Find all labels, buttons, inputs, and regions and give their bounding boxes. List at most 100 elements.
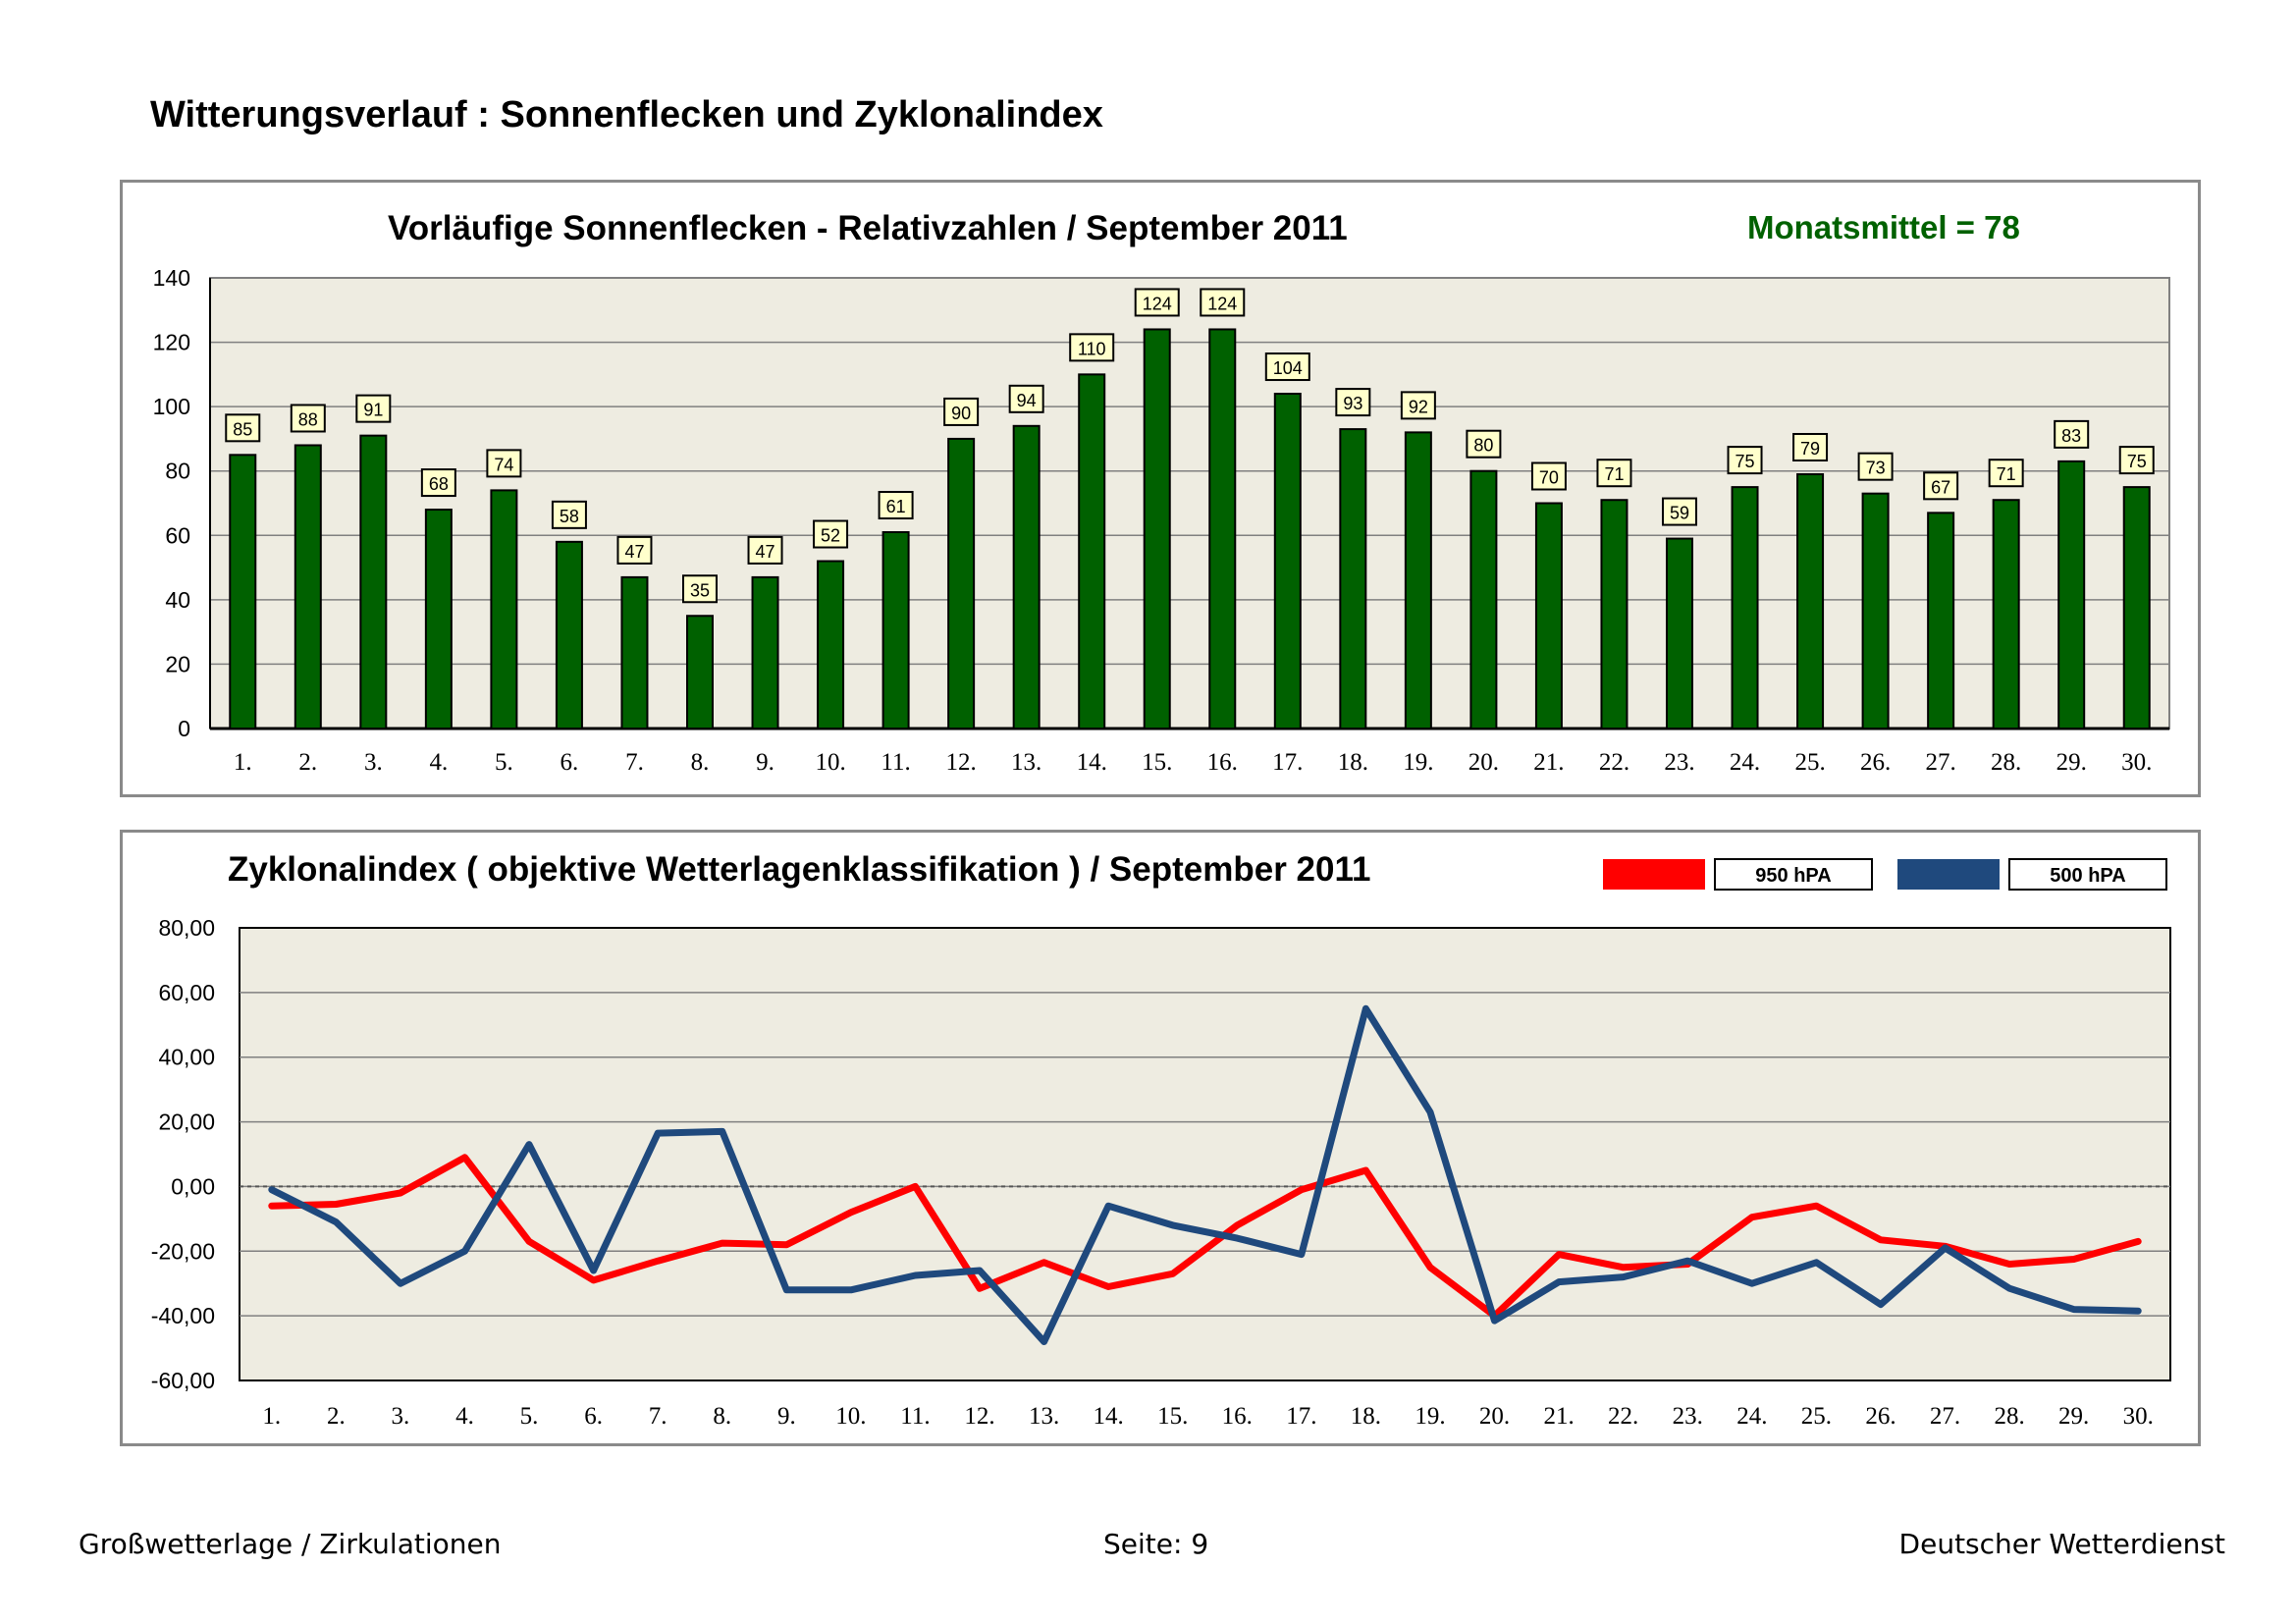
sunspot-x-tick-label: 18. [1338, 749, 1368, 776]
sunspot-bar [294, 444, 322, 730]
sunspot-value-label-box [1792, 432, 1829, 461]
sunspot-value-label-box [1008, 384, 1044, 413]
cyclonal-x-tick-label: 4. [455, 1403, 474, 1430]
legend-label-500: 500 hPA [2050, 865, 2125, 887]
cyclonal-x-tick-label: 30. [2123, 1403, 2154, 1430]
cyclonal-x-tick-label: 29. [2058, 1403, 2089, 1430]
sunspot-x-tick-label: 3. [364, 749, 383, 776]
sunspot-bar [1600, 499, 1629, 730]
sunspot-value-label: 71 [1604, 464, 1624, 484]
sunspot-value-label: 83 [2061, 426, 2081, 446]
sunspot-bar [1861, 492, 1890, 730]
sunspot-value-label: 73 [1866, 459, 1886, 478]
sunspot-value-label-box [420, 468, 456, 498]
sunspot-x-tick-label: 8. [691, 749, 710, 776]
sunspot-x-tick-label: 20. [1468, 749, 1499, 776]
sunspot-x-tick-label: 6. [561, 749, 579, 776]
sunspot-value-label-box [2118, 446, 2155, 475]
sunspot-bar [686, 615, 714, 730]
cyclonal-x-tick-label: 23. [1673, 1403, 1703, 1430]
series-500-line [268, 1004, 2142, 1345]
sunspot-value-label-box [1466, 429, 1502, 459]
cyclonal-x-tick-label: 19. [1415, 1403, 1445, 1430]
sunspot-value-label: 104 [1273, 358, 1303, 378]
cyclonal-index-chart: Zyklonalindex ( objektive Wetterlagenkla… [151, 850, 2171, 1430]
sunspot-value-label: 74 [494, 455, 513, 474]
sunspot-value-label-box [1988, 459, 2024, 488]
sunspot-value-label: 67 [1931, 477, 1950, 497]
cyclonal-x-tick-label: 24. [1736, 1403, 1767, 1430]
sunspot-bar [1404, 431, 1432, 730]
sunspot-value-label: 68 [429, 474, 449, 494]
sunspot-y-tick-label: 20 [165, 651, 190, 676]
sunspot-bar [1534, 502, 1563, 730]
sunspot-x-tick-label: 14. [1077, 749, 1107, 776]
sunspot-value-label-box [682, 574, 718, 604]
sunspot-bar [2057, 460, 2086, 730]
sunspot-value-label-box [747, 535, 783, 565]
sunspot-bar [2122, 486, 2151, 730]
sunspot-value-label-box [1857, 452, 1894, 481]
sunspot-x-tick-label: 2. [298, 749, 317, 776]
sunspot-value-label: 92 [1409, 397, 1428, 416]
sunspot-y-tick-label: 80 [165, 459, 190, 484]
sunspot-value-label: 47 [756, 542, 775, 562]
sunspot-bar [1012, 424, 1041, 730]
cyclonal-x-tick-label: 2. [327, 1403, 346, 1430]
sunspot-bar [1143, 328, 1171, 730]
legend-swatch-950 [1603, 859, 1705, 890]
sunspot-value-label-box [2054, 419, 2090, 449]
sunspot-x-tick-label: 21. [1533, 749, 1564, 776]
sunspot-x-tick-label: 28. [1991, 749, 2021, 776]
sunspot-plot-area [209, 277, 2170, 730]
sunspot-bar [1992, 499, 2020, 730]
cyclonal-x-tick-label: 10. [835, 1403, 866, 1430]
footer-page-number: Seite: 9 [1103, 1528, 1209, 1560]
sunspot-value-label-box [290, 404, 326, 433]
cyclonal-x-tick-label: 17. [1286, 1403, 1316, 1430]
cyclonal-x-tick-label: 9. [777, 1403, 796, 1430]
cyclonal-x-tick-label: 13. [1029, 1403, 1059, 1430]
sunspot-value-label-box [813, 519, 849, 549]
sunspot-value-label: 35 [690, 580, 710, 600]
sunspot-x-tick-label: 4. [429, 749, 448, 776]
sunspot-value-label-box [1069, 333, 1115, 362]
cyclonal-x-tick-label: 3. [392, 1403, 410, 1430]
cyclonal-x-tick-label: 28. [1994, 1403, 2024, 1430]
cyclonal-y-tick-label: 0,00 [171, 1173, 215, 1199]
sunspot-value-label: 85 [233, 419, 252, 439]
cyclonal-x-tick-label: 21. [1543, 1403, 1574, 1430]
cyclonal-x-tick-label: 7. [649, 1403, 667, 1430]
sunspot-value-label-box [486, 449, 522, 478]
sunspot-bar [424, 509, 453, 730]
sunspot-x-tick-label: 12. [946, 749, 977, 776]
sunspot-bar [751, 575, 779, 730]
sunspot-y-tick-label: 100 [153, 394, 190, 419]
sunspot-x-tick-label: 23. [1664, 749, 1694, 776]
sunspot-value-label-box [616, 535, 653, 565]
footer-right: Deutscher Wetterdienst [1898, 1528, 2225, 1560]
sunspot-value-label-box [1134, 288, 1180, 317]
cyclonal-x-tick-label: 11. [900, 1403, 930, 1430]
sunspot-x-tick-label: 24. [1730, 749, 1760, 776]
sunspot-value-label: 47 [624, 542, 644, 562]
sunspot-x-tick-label: 26. [1860, 749, 1891, 776]
sunspot-x-tick-label: 15. [1142, 749, 1172, 776]
sunspot-value-label: 59 [1670, 504, 1689, 523]
cyclonal-x-tick-label: 20. [1479, 1403, 1510, 1430]
cyclonal-y-tick-label: -40,00 [151, 1303, 215, 1328]
series-950-line [268, 1154, 2142, 1320]
sunspot-value-label: 88 [298, 409, 318, 429]
cyclonal-y-tick-label: -60,00 [151, 1368, 215, 1393]
sunspot-chart-title: Vorläufige Sonnenflecken - Relativzahlen… [388, 209, 1348, 247]
sunspot-bar [1469, 469, 1498, 730]
legend-label-950: 950 hPA [1755, 865, 1831, 887]
sunspot-value-label-box [225, 413, 261, 443]
cyclonal-x-tick-label: 25. [1801, 1403, 1832, 1430]
sunspot-value-label: 52 [821, 526, 840, 546]
sunspot-value-label: 94 [1017, 391, 1037, 410]
sunspot-value-label: 110 [1078, 339, 1106, 358]
sunspot-value-label-box [1335, 388, 1371, 417]
monthly-mean-annotation: Monatsmittel = 78 [1747, 209, 2020, 245]
cyclonal-x-tick-label: 22. [1608, 1403, 1638, 1430]
